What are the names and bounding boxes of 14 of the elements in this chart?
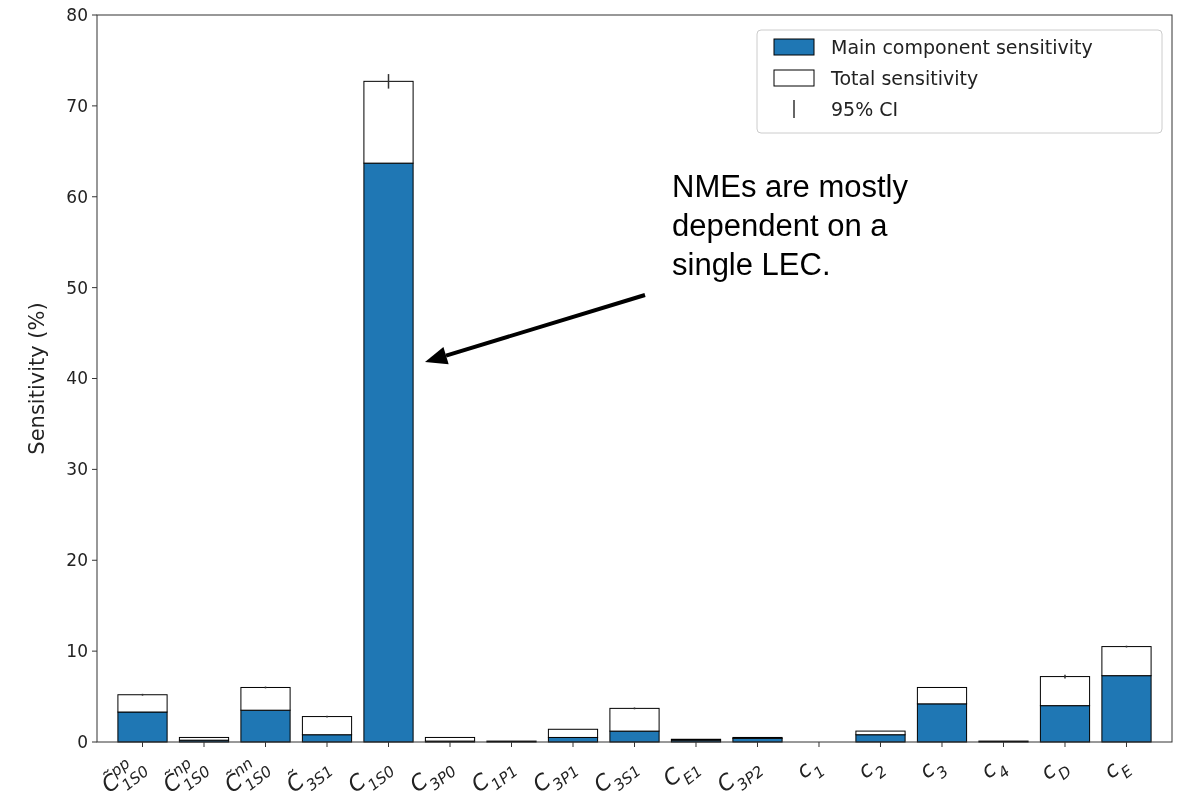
y-tick-label: 30 <box>66 459 88 480</box>
y-tick-label: 40 <box>66 368 88 389</box>
y-axis-title: Sensitivity (%) <box>25 302 49 455</box>
y-tick-label: 80 <box>66 4 88 25</box>
legend-label: Total sensitivity <box>830 66 979 89</box>
annotation: 95% CI <box>831 97 899 120</box>
y-tick-label: 20 <box>66 550 88 571</box>
y-tick-label: 50 <box>66 277 88 298</box>
legend-label: Main component sensitivity <box>831 35 1093 58</box>
y-tick-label: 70 <box>66 95 88 116</box>
annotation: NMEs are mostly dependent on a single LEC. <box>672 169 909 282</box>
y-tick-label: 60 <box>66 186 88 207</box>
y-tick-label: 0 <box>77 731 88 752</box>
y-tick-label: 10 <box>66 641 88 662</box>
